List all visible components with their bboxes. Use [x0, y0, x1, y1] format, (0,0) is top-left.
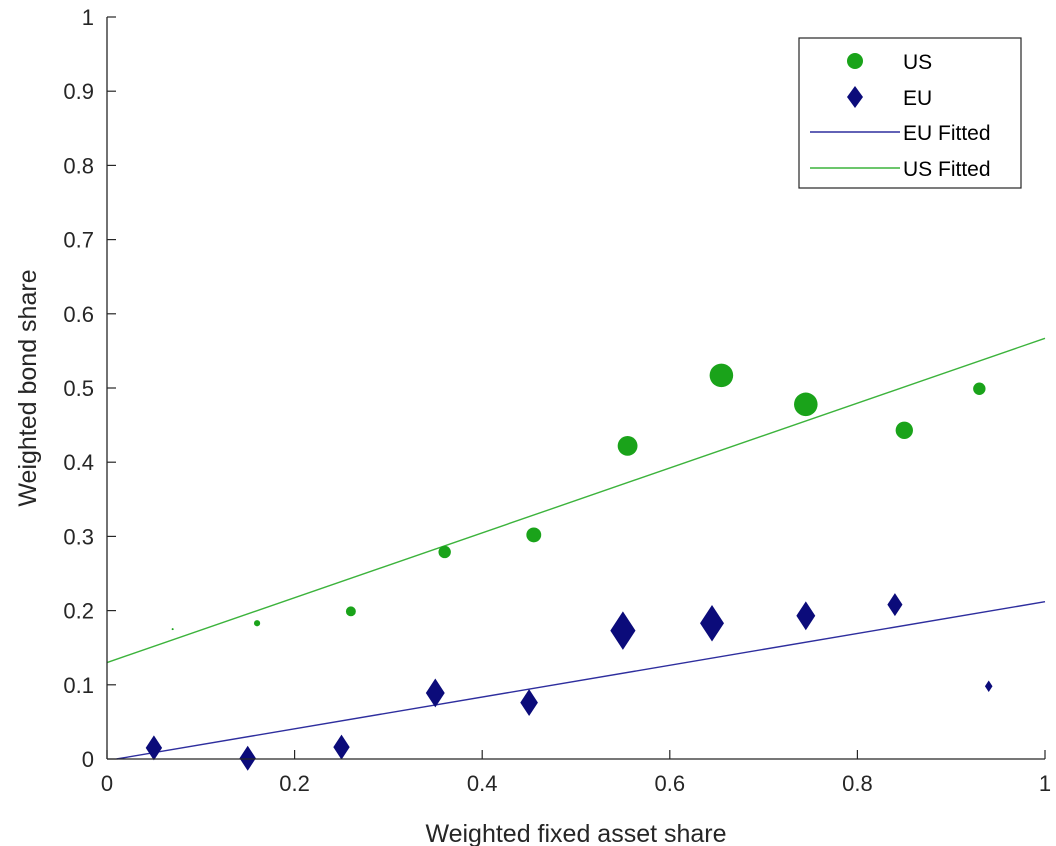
- eu-point: [425, 678, 445, 708]
- legend-eu-fitted-label: EU Fitted: [903, 122, 991, 145]
- eu-point: [239, 745, 256, 771]
- plot-area: [106, 337, 1046, 771]
- y-tick-label: 0.4: [63, 450, 94, 475]
- x-tick-label: 1: [1039, 771, 1051, 796]
- us-point: [709, 363, 734, 388]
- eu-fitted-line: [116, 601, 1046, 760]
- y-tick-label: 0.9: [63, 79, 94, 104]
- eu-point: [700, 604, 724, 642]
- legend-us-fitted-label: US Fitted: [903, 158, 991, 181]
- y-axis-ticks: 0 0.1 0.2 0.3 0.4 0.5 0.6 0.7 0.8 0.9 1: [63, 5, 116, 772]
- us-point: [794, 392, 818, 417]
- us-point: [973, 382, 986, 395]
- legend: US EU EU Fitted US Fitted: [798, 37, 1022, 189]
- eu-point: [796, 601, 816, 631]
- y-tick-label: 0.1: [63, 673, 94, 698]
- x-tick-label: 0: [101, 771, 113, 796]
- y-tick-label: 1: [82, 5, 94, 30]
- eu-point: [333, 734, 350, 760]
- x-axis-title: Weighted fixed asset share: [425, 820, 726, 846]
- eu-point: [145, 735, 163, 761]
- x-axis-ticks: 0 0.2 0.4 0.6 0.8 1: [101, 750, 1051, 796]
- us-point: [895, 421, 913, 439]
- legend-us-marker: [847, 53, 863, 69]
- eu-point: [984, 680, 993, 693]
- us-point: [526, 527, 542, 543]
- us-point: [345, 606, 356, 617]
- y-axis-title: Weighted bond share: [14, 269, 42, 506]
- y-tick-label: 0.3: [63, 524, 94, 549]
- axes: 0 0.2 0.4 0.6 0.8 1 0 0.1 0.2 0.3 0.4 0.5 0.6 0.7 0.8…: [63, 5, 1051, 796]
- us-point: [617, 435, 638, 456]
- eu-point: [887, 593, 903, 617]
- x-tick-label: 0.4: [467, 771, 498, 796]
- us-point: [253, 620, 261, 627]
- us-point: [438, 545, 451, 559]
- legend-eu-marker: [847, 86, 863, 108]
- y-tick-label: 0.6: [63, 302, 94, 327]
- legend-box: [798, 37, 1022, 189]
- us-fitted-line: [106, 337, 1046, 664]
- eu-point: [520, 689, 538, 717]
- x-tick-label: 0.2: [279, 771, 310, 796]
- y-tick-label: 0: [82, 747, 94, 772]
- legend-eu-label: EU: [903, 87, 932, 110]
- y-tick-label: 0.7: [63, 228, 94, 253]
- fitted-lines: [106, 337, 1046, 760]
- x-tick-label: 0.6: [655, 771, 686, 796]
- eu-point: [610, 611, 636, 650]
- data-markers: [145, 363, 993, 771]
- y-tick-label: 0.8: [63, 153, 94, 178]
- x-tick-label: 0.8: [842, 771, 873, 796]
- us-point: [171, 628, 174, 631]
- y-tick-label: 0.5: [63, 376, 94, 401]
- y-tick-label: 0.2: [63, 599, 94, 624]
- legend-us-label: US: [903, 51, 932, 74]
